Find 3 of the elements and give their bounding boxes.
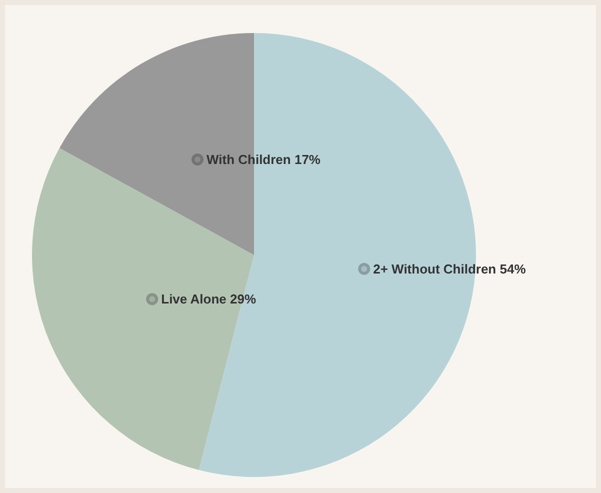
legend-label: With Children 17% [206, 152, 321, 167]
slice-label: 2+ Without Children 54% [373, 261, 526, 276]
slice-label: Live Alone 29% [161, 292, 256, 307]
